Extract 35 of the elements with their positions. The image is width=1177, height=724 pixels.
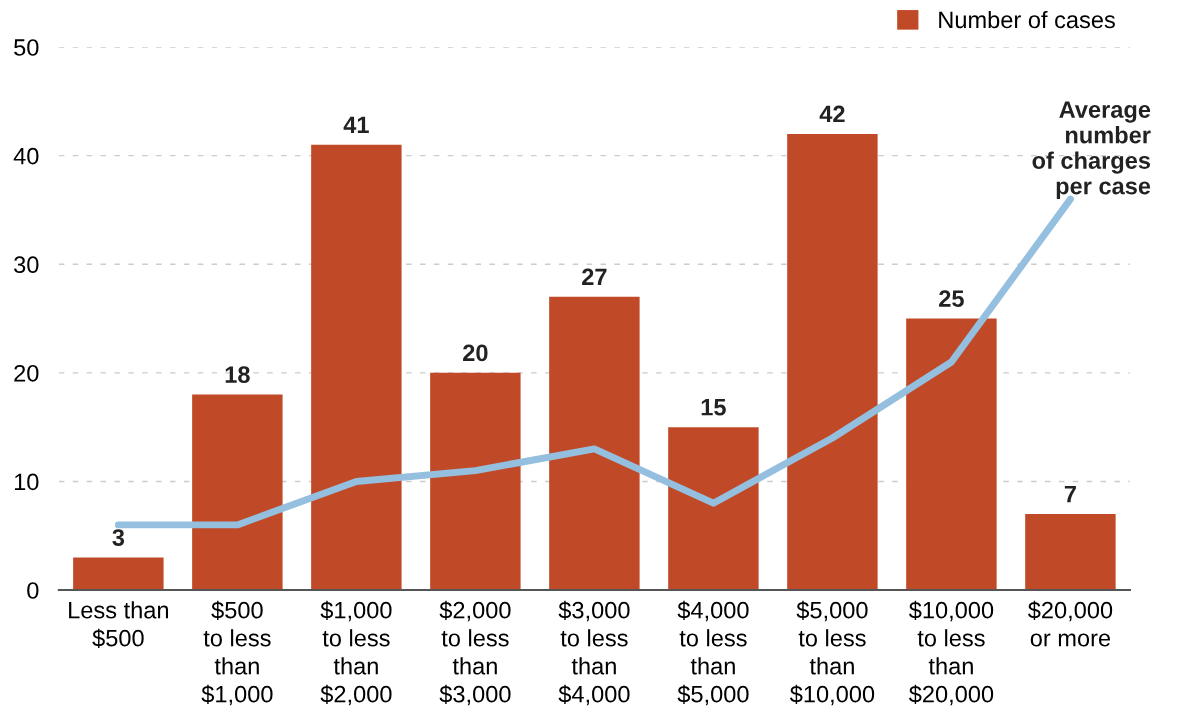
bar: [787, 133, 878, 591]
data-label: 3: [112, 529, 125, 546]
x-tick-label: $2,000 to less than $3,000: [439, 600, 511, 706]
data-label: 25: [939, 290, 964, 307]
y-tick-label: 0: [27, 582, 39, 599]
bar: [1025, 514, 1116, 591]
bar: [73, 557, 164, 591]
data-label: 15: [701, 399, 726, 416]
x-tick-label: $5,000 to less than $10,000: [789, 600, 875, 706]
data-label: 42: [819, 105, 845, 123]
x-tick-label: Less than $500: [69, 601, 169, 648]
y-tick-label: 50: [14, 39, 39, 56]
y-tick-label: 40: [13, 147, 39, 165]
bar: [549, 296, 640, 591]
bar: [906, 318, 997, 591]
y-tick-label: 10: [14, 473, 39, 491]
bar: [192, 394, 283, 591]
data-label: 7: [1064, 485, 1076, 503]
y-tick-label: 30: [14, 256, 39, 274]
data-label: 27: [582, 268, 607, 285]
data-label: 20: [463, 344, 488, 362]
x-tick-label: $4,000 to less than $5,000: [677, 600, 749, 706]
bar: [311, 144, 402, 591]
y-tick-label: 20: [14, 364, 39, 382]
legend-label: Number of cases: [939, 10, 1115, 29]
bar: [430, 372, 521, 591]
x-tick-label: $500 to less than $1,000: [201, 600, 273, 706]
data-label: 41: [343, 116, 369, 133]
data-label: 18: [225, 366, 250, 383]
x-tick-label: $20,000 or more: [1028, 600, 1113, 647]
x-tick-label: $1,000 to less than $2,000: [320, 600, 392, 706]
series-label: Average number of charges per case: [1032, 101, 1151, 200]
x-tick-label: $3,000 to less than $4,000: [558, 600, 630, 706]
bar: [668, 427, 759, 591]
x-tick-label: $10,000 to less than $20,000: [908, 600, 994, 706]
